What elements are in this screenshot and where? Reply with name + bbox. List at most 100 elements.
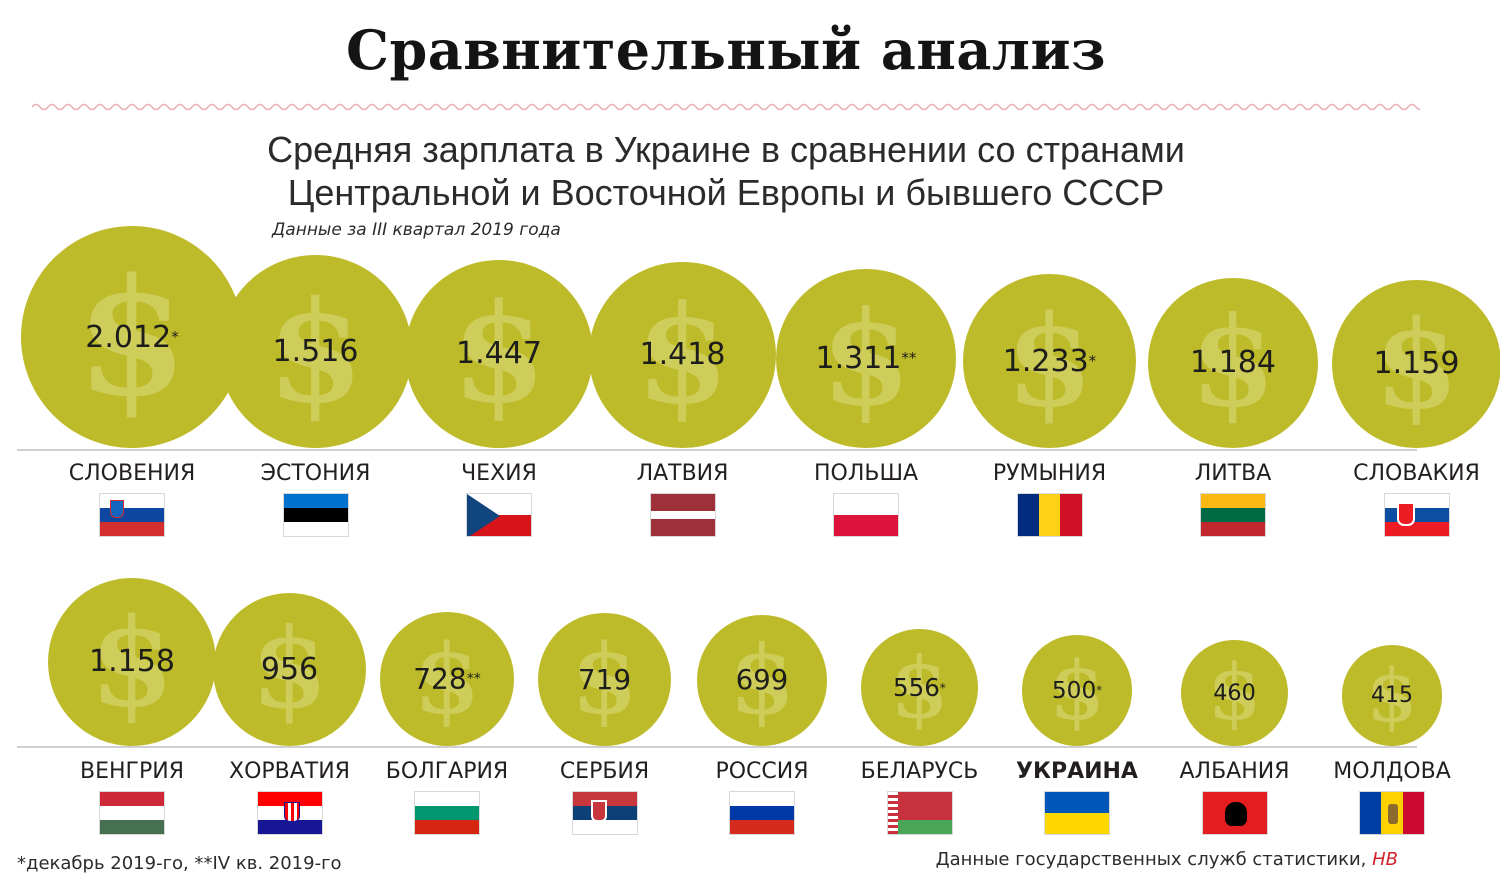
salary-coin: $1.311 ** [776, 268, 956, 448]
salary-value-label: 699 [697, 615, 828, 746]
dollar-icon: $ [250, 604, 329, 735]
brand-label: НВ [1372, 849, 1398, 870]
salary-coin: $415 [1341, 645, 1443, 746]
flag-icon [99, 493, 165, 537]
salary-coin: $556 * [861, 629, 978, 746]
salary-coin: $460 [1181, 639, 1288, 746]
footnote-mark: * [1096, 682, 1103, 697]
salary-value: 956 [260, 651, 319, 687]
flag-icon [729, 791, 795, 835]
country-name: СЛОВАКИЯ [1353, 461, 1480, 486]
dollar-icon: $ [451, 273, 547, 434]
flag-icon [414, 791, 480, 835]
salary-value: 1.447 [456, 336, 542, 372]
salary-value-label: 500 * [1022, 635, 1133, 746]
salary-coin: $728 ** [380, 612, 514, 746]
salary-value-label: 1.233 * [963, 274, 1137, 448]
salary-value-label: 1.418 [589, 262, 775, 448]
salary-value: 1.159 [1373, 346, 1460, 382]
country-name: СЕРБИЯ [559, 759, 650, 784]
flag-icon [571, 791, 638, 835]
source-text: Данные государственных служб статистики, [935, 849, 1367, 870]
source-note: Данные государственных служб статистики,… [936, 849, 1398, 870]
salary-value-label: 1.447 [405, 260, 593, 448]
salary-coin: $1.233 * [962, 274, 1137, 448]
chart-subtitle: Средняя зарплата в Украине в сравнении с… [0, 128, 1452, 214]
salary-value: 1.233 [1002, 343, 1089, 379]
salary-value: 699 [735, 665, 789, 697]
salary-value: 1.158 [89, 644, 175, 680]
flag-icon [1201, 791, 1268, 835]
salary-coin: $1.159 [1332, 279, 1500, 448]
salary-value-label: 415 [1342, 645, 1443, 746]
salary-value: 1.184 [1190, 345, 1276, 381]
country-name: ХОРВАТИЯ [229, 759, 350, 784]
footnote-mark: * [1088, 351, 1097, 370]
salary-value: 2.012 [85, 319, 172, 355]
salary-coin: $1.184 [1147, 277, 1319, 448]
salary-value: 500 [1051, 677, 1097, 705]
subtitle-line-2: Центральной и Восточной Европы и бывшего… [287, 172, 1165, 213]
salary-value: 415 [1370, 683, 1413, 709]
flag-icon [1016, 493, 1083, 537]
dollar-icon: $ [820, 281, 912, 435]
salary-value-label: 1.516 [219, 255, 412, 448]
salary-value-label: 719 [538, 613, 671, 746]
salary-value: 1.418 [639, 337, 726, 373]
salary-value-label: 556 * [861, 629, 978, 746]
country-name: МОЛДОВА [1333, 759, 1451, 784]
country-name: РОССИЯ [715, 759, 809, 784]
salary-coin: $500 * [1021, 635, 1133, 746]
salary-coin: $1.447 [404, 259, 594, 448]
salary-value: 460 [1213, 679, 1256, 706]
dollar-icon: $ [635, 275, 730, 435]
footnote: *декабрь 2019-го, **IV кв. 2019-го [17, 853, 342, 874]
salary-value: 1.311 [815, 340, 902, 376]
salary-value-label: 1.184 [1148, 278, 1318, 448]
row-1-baseline [17, 449, 1417, 451]
dollar-icon: $ [413, 622, 481, 737]
country-name: ВЕНГРИЯ [80, 759, 184, 784]
salary-value-label: 728 ** [380, 612, 514, 746]
dollar-icon: $ [1049, 643, 1105, 738]
data-period-note: Данные за III квартал 2019 года [272, 220, 561, 240]
country-name: ЭСТОНИЯ [260, 461, 371, 486]
dollar-icon: $ [1190, 290, 1276, 436]
salary-value: 1.516 [272, 334, 359, 370]
flag-icon [1383, 493, 1450, 537]
country-name: ЛАТВИЯ [636, 461, 729, 486]
salary-coin: $699 [696, 615, 828, 746]
country-name: БЕЛАРУСЬ [860, 759, 979, 784]
flag-icon [886, 791, 953, 835]
dollar-icon: $ [89, 589, 175, 734]
footnote-mark: * [939, 680, 946, 695]
salary-value: 719 [577, 663, 632, 697]
country-name: ЧЕХИЯ [461, 461, 537, 486]
flag-icon [1200, 493, 1266, 537]
salary-value-label: 2.012 * [21, 226, 243, 448]
salary-coin: $1.158 [47, 577, 217, 746]
salary-coin: $1.418 [589, 261, 776, 448]
flag-icon [256, 791, 323, 835]
dollar-icon: $ [266, 269, 365, 434]
country-name: БОЛГАРИЯ [385, 759, 509, 784]
wave-divider [32, 103, 1420, 111]
salary-value-label: 1.158 [48, 578, 216, 746]
country-name: УКРАИНА [1016, 759, 1138, 784]
page-title: Сравнительный анализ [346, 18, 1106, 82]
salary-value-label: 460 [1181, 640, 1287, 746]
flag-icon [649, 493, 716, 537]
dollar-icon: $ [76, 242, 188, 432]
country-name: ЛИТВА [1194, 461, 1272, 486]
dollar-icon: $ [1366, 652, 1418, 739]
flag-icon [833, 493, 899, 537]
dollar-icon: $ [890, 638, 949, 738]
row-2-baseline [17, 746, 1417, 748]
country-name: РУМЫНИЯ [992, 461, 1107, 486]
flag-icon [99, 791, 165, 835]
salary-coin: $1.516 [219, 255, 412, 448]
footnote-mark: ** [466, 671, 481, 688]
salary-coin: $2.012 * [21, 226, 243, 448]
flag-icon [1044, 791, 1110, 835]
salary-value-label: 956 [213, 593, 366, 746]
